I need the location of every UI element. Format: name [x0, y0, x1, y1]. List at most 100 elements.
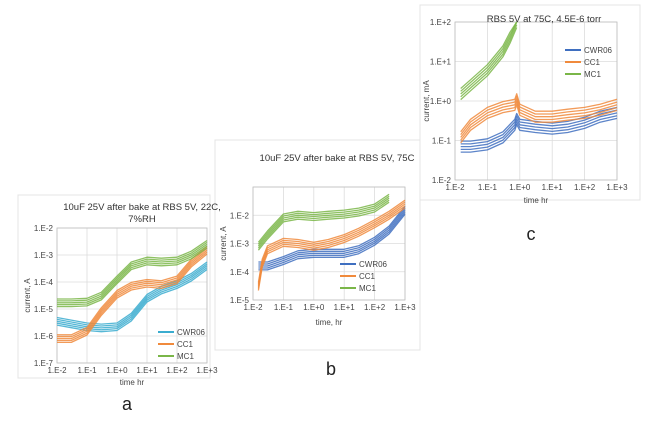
- legend-label: CWR06: [177, 328, 206, 337]
- series-line: [57, 245, 208, 306]
- series-line: [56, 267, 208, 331]
- y-tick-label: 1.E+1: [430, 58, 452, 67]
- x-tick-label: 1.E-1: [478, 183, 498, 192]
- chart-a: 1.E-2 1.E-1 1.E+0 1.E+1 1.E+2 1.E+3 1.E-7 1.E-6…: [23, 202, 221, 387]
- x-tick-label: 1.E+3: [606, 183, 628, 192]
- series-line: [460, 21, 518, 92]
- x-axis-label: time, hr: [316, 318, 343, 327]
- x-tick-label: 1.E-2: [243, 303, 263, 312]
- series-mc1: [460, 21, 518, 101]
- series-line: [57, 239, 208, 300]
- y-tick-label: 1.E-5: [230, 296, 250, 305]
- series-line: [57, 243, 208, 304]
- chart-title: 10uF 25V after bake at RBS 5V, 75C: [260, 153, 415, 164]
- chart-c: 1.E-2 1.E-1 1.E+0 1.E+1 1.E+2 1.E+3 1.E-2 1.E-1…: [422, 14, 628, 205]
- series-line: [57, 247, 208, 338]
- series-line: [257, 197, 390, 247]
- x-tick-label: 1.E+2: [574, 183, 596, 192]
- legend-label: CWR06: [359, 260, 388, 269]
- series-line: [57, 241, 208, 302]
- series-line: [57, 247, 208, 308]
- x-tick-label: 1.E+3: [196, 366, 218, 375]
- y-axis-label: current, mA: [422, 80, 431, 122]
- x-tick-label: 1.E-1: [274, 303, 294, 312]
- series-line: [460, 27, 518, 101]
- series-line: [257, 201, 406, 285]
- series-cc1: [56, 245, 208, 344]
- x-tick-label: 1.E+2: [166, 366, 188, 375]
- y-tick-label: 1.E-3: [34, 251, 54, 260]
- x-tick-label: 1.E+0: [106, 366, 128, 375]
- plot-area: [252, 186, 406, 301]
- series-line: [257, 199, 390, 249]
- x-tick-label: 1.E+0: [509, 183, 531, 192]
- y-axis-label: current, A: [219, 226, 228, 261]
- series-line: [257, 201, 390, 251]
- series-line: [257, 203, 406, 287]
- chart-title: 7%RH: [128, 214, 156, 225]
- series-line: [257, 195, 390, 245]
- x-tick-label: 1.E-2: [445, 183, 465, 192]
- series-line: [460, 112, 618, 148]
- series-line: [460, 21, 518, 95]
- series-line: [460, 101, 618, 141]
- panel-label-a: a: [122, 394, 133, 414]
- series-cc1: [460, 93, 618, 144]
- legend-label: CC1: [177, 340, 194, 349]
- y-tick-label: 1.E-3: [230, 240, 250, 249]
- x-axis-label: time hr: [524, 196, 549, 205]
- series-line: [460, 95, 618, 135]
- x-tick-label: 1.E-2: [47, 366, 67, 375]
- y-tick-label: 1.E-6: [34, 332, 54, 341]
- y-tick-label: 1.E-4: [34, 278, 54, 287]
- series-line: [56, 265, 208, 329]
- series-line: [258, 213, 406, 271]
- series-line: [57, 245, 208, 336]
- y-tick-label: 1.E+0: [430, 97, 452, 106]
- series-line: [257, 193, 390, 243]
- panel-frame-c: [419, 4, 641, 201]
- legend-label: CWR06: [584, 46, 613, 55]
- y-tick-label: 1.E-4: [230, 268, 250, 277]
- legend-label: CC1: [584, 58, 601, 67]
- series-line: [57, 249, 208, 340]
- y-tick-label: 1.E-2: [34, 224, 54, 233]
- x-axis-label: time hr: [120, 378, 145, 387]
- y-tick-label: 1.E+2: [430, 18, 452, 27]
- series-line: [57, 253, 208, 344]
- series-line: [258, 205, 406, 263]
- series-line: [257, 205, 406, 289]
- series-line: [258, 211, 406, 269]
- x-tick-label: 1.E+0: [303, 303, 325, 312]
- chart-title: 10uF 25V after bake at RBS 5V, 22C,: [63, 202, 221, 213]
- plot-area: [454, 21, 618, 181]
- series-line: [460, 106, 618, 142]
- plot-area: [56, 227, 208, 364]
- series-line: [460, 93, 618, 133]
- y-tick-label: 1.E-2: [230, 211, 250, 220]
- y-tick-label: 1.E-5: [34, 305, 54, 314]
- series-line: [257, 199, 406, 283]
- series-line: [460, 24, 518, 98]
- panel-label-b: b: [326, 359, 336, 379]
- x-tick-label: 1.E+2: [364, 303, 386, 312]
- series-cwr06: [460, 106, 618, 153]
- legend-label: MC1: [177, 352, 194, 361]
- series-line: [460, 115, 618, 151]
- panel-label-c: c: [527, 224, 536, 244]
- x-tick-label: 1.E+3: [394, 303, 416, 312]
- series-line: [460, 109, 618, 145]
- series-cwr06: [258, 205, 406, 271]
- x-tick-label: 1.E+1: [334, 303, 356, 312]
- x-tick-label: 1.E+1: [136, 366, 158, 375]
- y-tick-label: 1.E-2: [432, 176, 452, 185]
- series-line: [57, 251, 208, 342]
- x-tick-label: 1.E-1: [77, 366, 97, 375]
- series-mc1: [257, 193, 390, 251]
- x-tick-label: 1.E+1: [542, 183, 564, 192]
- series-mc1: [56, 239, 208, 308]
- series-cc1: [257, 199, 406, 291]
- legend-label: MC1: [584, 70, 601, 79]
- y-tick-label: 1.E-7: [34, 359, 54, 368]
